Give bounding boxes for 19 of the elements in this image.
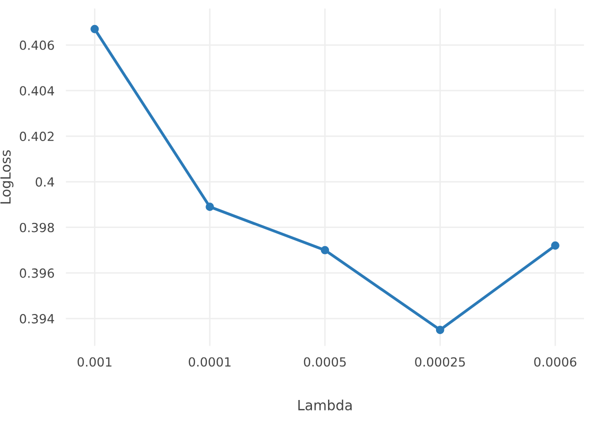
x-tick-label: 0.0006 (534, 357, 576, 367)
y-tick-label: 0.402 (20, 132, 54, 142)
x-tick-label: 0.001 (78, 357, 112, 367)
point (206, 202, 214, 211)
point (320, 246, 330, 254)
y-axis-title: LogLoss (0, 150, 14, 204)
x-tick-label: 0.0001 (188, 357, 231, 367)
y-tick-label: 0.4 (36, 177, 54, 187)
point (436, 326, 444, 334)
point (551, 241, 560, 250)
y-tick-label: 0.406 (20, 40, 54, 50)
y-tick-label: 0.396 (20, 268, 54, 278)
y-tick-label: 0.404 (20, 86, 54, 96)
x-tick-label: 0.00025 (415, 357, 465, 367)
x-axis-title: Lambda (298, 400, 352, 410)
y-tick-label: 0.394 (20, 314, 54, 324)
y-tick-label: 0.398 (20, 222, 54, 232)
x-tick-label: 0.0005 (304, 357, 346, 367)
point (90, 24, 99, 34)
